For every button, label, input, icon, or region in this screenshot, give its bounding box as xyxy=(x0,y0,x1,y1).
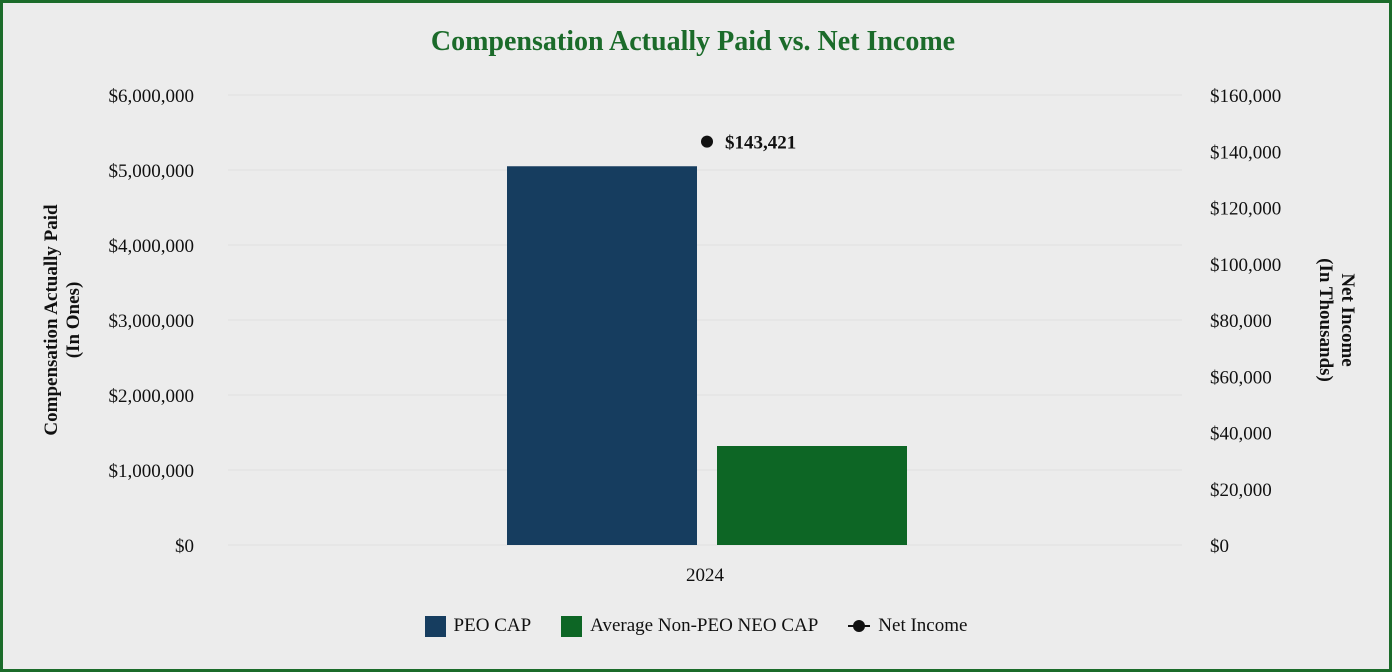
right-axis-ticks: $0 $20,000 $40,000 $60,000 $80,000 $100,000 $1… xyxy=(1210,86,1281,557)
legend-label-net-income: Net Income xyxy=(878,615,968,636)
left-axis-title: Compensation Actually Paid(In Ones) xyxy=(41,204,84,436)
net-income-data-label: $143,421 xyxy=(725,133,796,154)
legend-marker-net-income xyxy=(848,619,871,633)
right-tick-label: $140,000 xyxy=(1210,142,1281,163)
legend-item-net-income: Net Income xyxy=(848,615,967,637)
left-tick-label: $6,000,000 xyxy=(109,86,195,107)
legend-item-peo-cap: PEO CAP xyxy=(424,615,532,637)
right-tick-label: $40,000 xyxy=(1210,424,1272,445)
right-tick-label: $160,000 xyxy=(1210,86,1281,107)
x-axis-ticks: 2024 xyxy=(686,565,725,586)
legend-swatch-neo-cap xyxy=(561,615,583,637)
legend-label-neo-cap: Average Non-PEO NEO CAP xyxy=(590,615,819,636)
chart-title: Compensation Actually Paid vs. Net Incom… xyxy=(430,26,956,57)
left-axis-ticks: $0 $1,000,000 $2,000,000 $3,000,000 $4,000,0… xyxy=(109,86,195,557)
right-tick-label: $80,000 xyxy=(1210,311,1272,332)
right-tick-label: $0 xyxy=(1210,536,1229,557)
net-income-points: $143,421 xyxy=(701,133,796,154)
right-tick-label: $100,000 xyxy=(1210,255,1281,276)
bar-average-non-peo-neo-cap xyxy=(717,446,907,545)
right-tick-label: $60,000 xyxy=(1210,367,1272,388)
x-tick-label: 2024 xyxy=(686,565,725,586)
right-tick-label: $120,000 xyxy=(1210,199,1281,220)
net-income-point xyxy=(701,135,713,148)
left-tick-label: $4,000,000 xyxy=(109,236,195,257)
left-tick-label: $2,000,000 xyxy=(109,386,195,407)
legend: PEO CAP Average Non-PEO NEO CAP Net Inco… xyxy=(0,615,1392,637)
left-tick-label: $0 xyxy=(175,536,194,557)
right-tick-label: $20,000 xyxy=(1210,480,1272,501)
axis-titles: Compensation Actually Paid(In Ones) Net I… xyxy=(41,204,1358,436)
bars xyxy=(507,166,907,545)
right-axis-title: Net Income(In Thousands) xyxy=(1315,258,1358,382)
legend-item-neo-cap: Average Non-PEO NEO CAP xyxy=(561,615,818,637)
legend-label-peo-cap: PEO CAP xyxy=(453,615,532,636)
legend-swatch-peo-cap xyxy=(424,615,446,637)
left-tick-label: $3,000,000 xyxy=(109,311,195,332)
grid-lines xyxy=(228,94,1182,546)
bar-peo-cap xyxy=(507,166,697,545)
left-tick-label: $1,000,000 xyxy=(109,461,195,482)
left-tick-label: $5,000,000 xyxy=(109,161,195,182)
